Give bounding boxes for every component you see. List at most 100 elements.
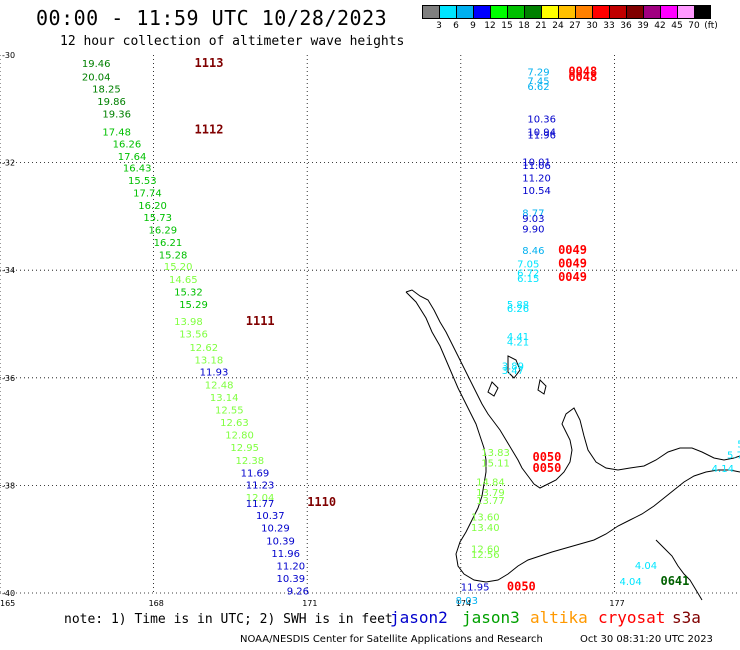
wave-height-value: 14.84 [476,477,505,488]
color-scale-swatch [592,5,609,19]
wave-height-value: 12.55 [215,405,244,416]
pass-time-label: 1113 [195,56,224,70]
wave-height-value: 15.20 [164,262,193,273]
wave-height-value: 9.90 [522,225,544,236]
north-island-coastline [405,289,740,489]
footnote: note: 1) Time is in UTC; 2) SWH is in fe… [64,612,393,627]
wave-height-value: 20.04 [82,72,111,83]
legend-altika: altika [530,608,588,627]
wave-height-value: 16.21 [154,238,183,249]
pass-time-label: 0048 [568,64,597,78]
color-scale-label: 15 [501,21,513,31]
color-scale-swatch [524,5,541,19]
color-scale-label: 39 [637,21,649,31]
color-scale-swatch [677,5,694,19]
wave-height-value: 11.96 [527,130,556,141]
wave-height-value: 3.89 [502,362,524,373]
color-scale-swatch [490,5,507,19]
wave-height-value: 12.95 [230,443,259,454]
color-scale-swatch [456,5,473,19]
wave-height-value: 6.72 [517,269,539,280]
wave-height-value: 11.93 [200,368,229,379]
color-scale-swatch [575,5,592,19]
color-scale-label: 6 [453,21,459,31]
wave-height-value: 12.80 [225,431,254,442]
wave-height-value: 19.46 [82,59,111,70]
wave-height-value: 12.38 [236,456,265,467]
wave-height-value: 12.63 [220,418,249,429]
wave-height-value: 4.04 [635,561,657,572]
wave-height-value: 11.20 [522,173,551,184]
wave-height-value: 13.56 [179,329,208,340]
color-scale-label: 24 [552,21,564,31]
wave-height-value: 11.23 [246,481,275,492]
wave-height-value: 5.23 [737,440,740,451]
wave-height-value: 13.77 [476,496,505,507]
pass-time-label: 0050 [507,579,536,593]
wave-height-value: 7.29 [527,67,549,78]
color-scale-swatch [660,5,677,19]
wave-height-value: 15.32 [174,287,203,298]
color-scale-label: 18 [518,21,530,31]
wave-height-value: 6.62 [527,82,549,93]
color-scale-labels: 3 6 9 12 15 18 21 24 27 30 33 36 39 42 45 70 (ft) [422,21,740,33]
wave-height-value: 6.26 [507,304,529,315]
color-scale-label: 3 [436,21,442,31]
pass-time-label: 1111 [246,314,275,328]
coastline-new-zealand [405,289,740,601]
wave-height-value: 12.62 [189,343,218,354]
wave-height-value: 10.36 [527,114,556,125]
wave-height-value: 19.36 [102,109,131,120]
wave-height-value: 10.37 [256,511,285,522]
legend-jason3: jason3 [462,608,520,627]
legend-jason2: jason2 [390,608,448,627]
wave-height-value: 11.20 [276,561,305,572]
longitude-label: 177 [609,599,624,608]
footer-credit: NOAA/NESDIS Center for Satellite Applica… [240,634,543,645]
island-detail [487,355,547,397]
wave-height-value: 12.56 [471,550,500,561]
pass-time-label: 1110 [307,495,336,509]
wave-height-value: 9.03 [522,214,544,225]
color-scale-label: 9 [470,21,476,31]
wave-height-value: 3.47 [502,366,524,377]
wave-height-value: 15.53 [128,176,157,187]
wave-height-value: 7.05 [517,260,539,271]
legend-cryosat: cryosat [598,608,666,627]
latitude-label: -38 [2,481,15,490]
color-scale-label: 12 [484,21,496,31]
wave-height-value: 8.77 [522,208,544,219]
wave-height-value: 11.96 [271,549,300,560]
color-scale-label: 21 [535,21,547,31]
wave-height-value: 6.15 [517,274,539,285]
north-island-west-coast [405,291,740,583]
wave-height-value: 13.60 [471,512,500,523]
pass-time-label: 0050 [532,461,561,475]
wave-height-value: 10.94 [527,128,556,139]
wave-height-value: 4.21 [507,338,529,349]
color-scale-swatch [439,5,456,19]
wave-height-value: 13.79 [476,488,505,499]
pass-time-label: 1112 [195,123,224,137]
latitude-label: -30 [2,51,15,60]
wave-height-value: 10.01 [522,157,551,168]
color-scale-label: 36 [620,21,632,31]
longitude-label: 168 [149,599,164,608]
wave-height-value: 16.20 [138,201,167,212]
page-subtitle: 12 hour collection of altimeter wave hei… [60,34,405,49]
wave-height-value: 12.60 [471,545,500,556]
color-scale-swatch [507,5,524,19]
color-scale-label: (ft) [704,21,718,31]
map-grid [0,55,740,594]
color-scale-swatch [694,5,711,19]
wave-height-value: 10.54 [522,186,551,197]
wave-height-value: 11.77 [246,499,275,510]
longitude-label: 165 [0,599,15,608]
